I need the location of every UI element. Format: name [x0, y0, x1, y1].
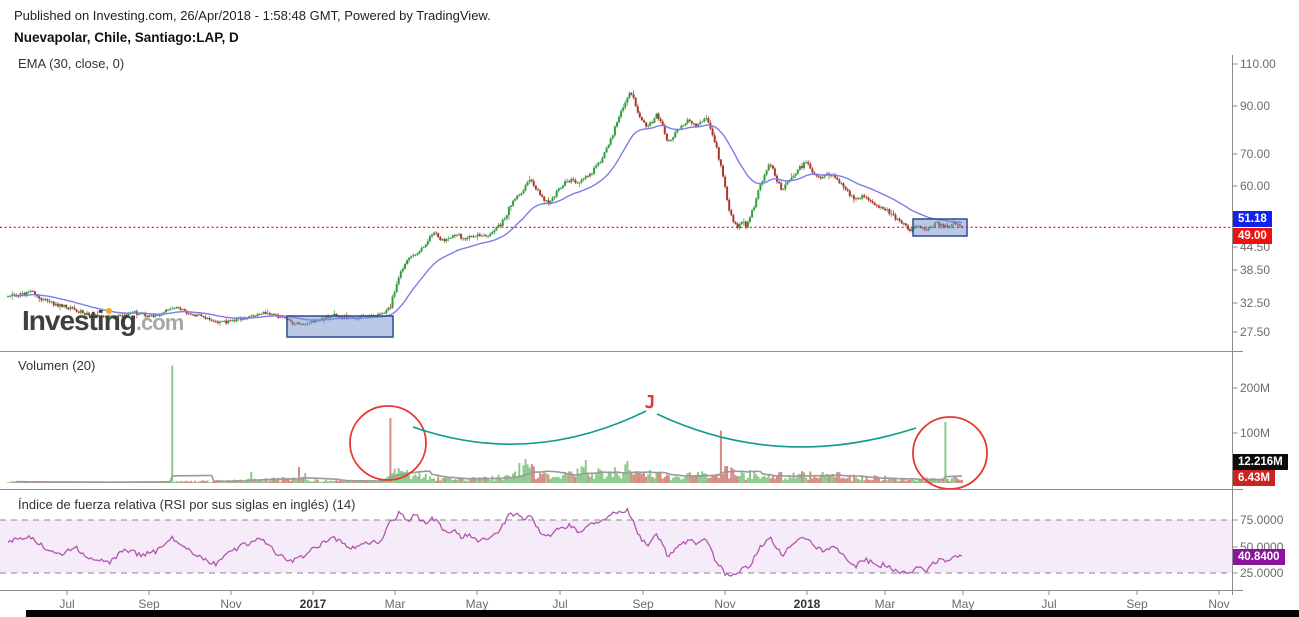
rsi-indicator-label: Índice de fuerza relativa (RSI por sus s… — [18, 497, 356, 512]
volume-ma-line — [16, 470, 962, 484]
candle-bodies-down — [13, 93, 963, 325]
axis-tick-label-110.00: 110.00 — [1240, 57, 1276, 71]
axis-tick-label-70.00: 70.00 — [1240, 147, 1271, 161]
time-axis-label-Sep: Sep — [138, 597, 160, 611]
axis-tick-label-90.00: 90.00 — [1240, 99, 1271, 113]
watermark-orange-dot — [106, 308, 112, 314]
time-axis-label-Sep: Sep — [1126, 597, 1148, 611]
teal-curve-right — [656, 413, 917, 448]
axis-tick-label-38.50: 38.50 — [1240, 263, 1271, 277]
last-price-badge: 49.00 — [1233, 228, 1272, 244]
rsi-line — [7, 507, 963, 577]
time-axis-label-Jul: Jul — [552, 597, 568, 611]
time-axis-label-Mar: Mar — [384, 597, 406, 611]
time-axis-label-2018: 2018 — [793, 597, 821, 611]
volume-ma-badge: 12.216M — [1233, 454, 1288, 470]
axis-tick-label-32.50: 32.50 — [1240, 296, 1271, 310]
candle-bodies-up — [7, 93, 955, 326]
axis-tick-label-25.0000: 25.0000 — [1240, 566, 1284, 580]
candle-wicks-down — [13, 90, 963, 326]
ema-indicator-label: EMA (30, close, 0) — [18, 56, 125, 71]
volume-bars-up — [7, 365, 955, 483]
time-axis-label-Nov: Nov — [220, 597, 242, 611]
investing-watermark: Investing.com — [22, 305, 184, 337]
j-annotation-label: J — [645, 392, 656, 413]
watermark-suffix: .com — [135, 310, 184, 335]
axis-tick-label-100M: 100M — [1240, 426, 1271, 440]
axis-tick-label-60.00: 60.00 — [1240, 179, 1271, 193]
time-axis-label-Nov: Nov — [714, 597, 736, 611]
red-circle-left — [349, 405, 427, 481]
time-axis-label-Nov: Nov — [1208, 597, 1230, 611]
rsi-band — [0, 520, 1233, 573]
published-line: Published on Investing.com, 26/Apr/2018 … — [14, 8, 491, 23]
volume-value-badge: 6.43M — [1233, 470, 1275, 486]
candle-wicks-up — [7, 91, 955, 327]
rsi-value-badge: 40.8400 — [1233, 549, 1285, 565]
time-axis-label-May: May — [465, 597, 489, 611]
axis-tick-label-75.0000: 75.0000 — [1240, 513, 1284, 527]
ema-value-badge: 51.18 — [1233, 211, 1272, 227]
teal-curve-left — [412, 410, 647, 445]
watermark-text: Investing — [22, 305, 137, 336]
red-circle-right — [912, 416, 988, 490]
bottom-black-bar — [26, 610, 1299, 617]
axis-tick-label-27.50: 27.50 — [1240, 325, 1271, 339]
time-axis-label-Sep: Sep — [632, 597, 654, 611]
time-axis-label-May: May — [951, 597, 975, 611]
instrument-title: Nuevapolar, Chile, Santiago:LAP, D — [14, 30, 239, 45]
axis-tick-label-200M: 200M — [1240, 381, 1271, 395]
time-axis-label-Jul: Jul — [1041, 597, 1057, 611]
time-axis-label-2017: 2017 — [299, 597, 327, 611]
time-axis-label-Jul: Jul — [59, 597, 75, 611]
ema-line — [14, 124, 963, 321]
volume-bars-down — [13, 418, 963, 483]
highlight-box-2017 — [286, 315, 394, 338]
volume-indicator-label: Volumen (20) — [18, 358, 96, 373]
time-axis-label-Mar: Mar — [874, 597, 896, 611]
